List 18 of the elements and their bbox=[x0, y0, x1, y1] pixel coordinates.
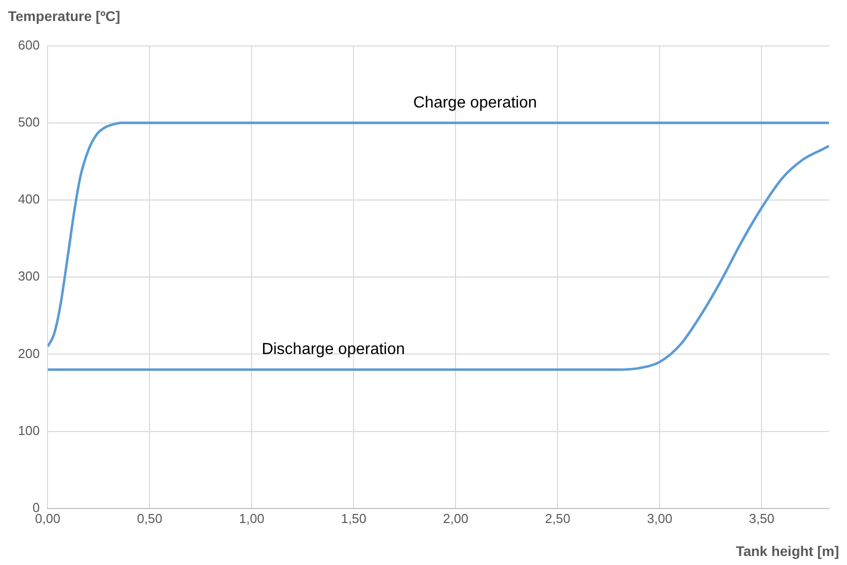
line-series bbox=[48, 144, 829, 371]
x-tick-label: 3,50 bbox=[749, 510, 774, 526]
series-label: Discharge operation bbox=[262, 341, 405, 358]
y-tick-label: 200 bbox=[18, 346, 40, 361]
x-tick-label: 1,50 bbox=[341, 510, 366, 526]
x-tick-label: 2,50 bbox=[545, 510, 570, 526]
x-axis-title: Tank height [m] bbox=[736, 543, 839, 559]
y-axis-title: Temperature [ºC] bbox=[8, 8, 120, 24]
series-label: Charge operation bbox=[413, 94, 537, 112]
y-tick-label: 300 bbox=[18, 268, 40, 284]
y-tick-label: 600 bbox=[18, 37, 40, 52]
x-tick-label: 0,50 bbox=[137, 510, 162, 526]
x-tick-label: 1,00 bbox=[239, 510, 264, 526]
x-tick-label: 3,00 bbox=[647, 510, 672, 526]
y-tick-label: 400 bbox=[18, 192, 40, 207]
y-tick-label: 500 bbox=[18, 114, 40, 130]
x-tick-label: 2,00 bbox=[443, 510, 468, 526]
y-tick-label: 100 bbox=[18, 422, 40, 438]
